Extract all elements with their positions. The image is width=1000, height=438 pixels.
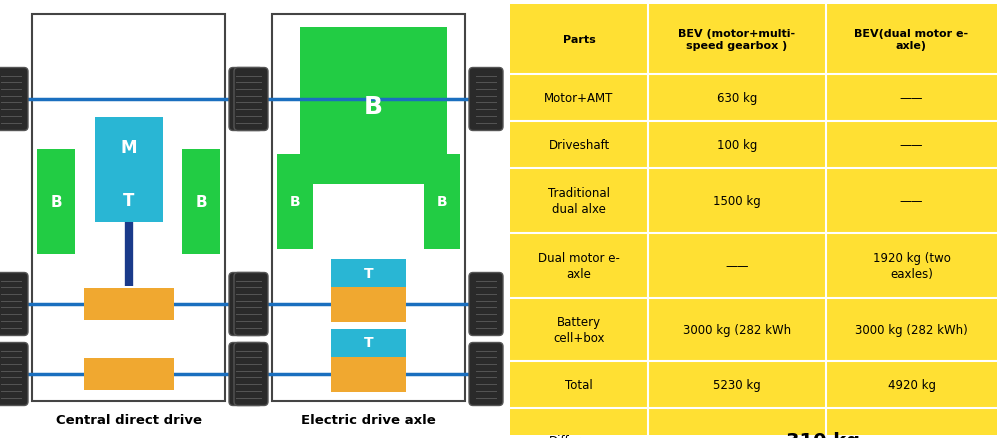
Text: ——: —— [725, 259, 749, 272]
Text: Driveshaft: Driveshaft [548, 139, 610, 152]
Text: 630 kg: 630 kg [717, 92, 757, 105]
Text: B: B [50, 194, 62, 209]
FancyBboxPatch shape [234, 68, 268, 131]
Text: Electric drive axle: Electric drive axle [301, 413, 436, 427]
Text: T: T [364, 266, 373, 280]
FancyBboxPatch shape [229, 273, 263, 336]
Bar [331, 285, 406, 315]
Text: 5230 kg: 5230 kg [713, 378, 761, 391]
Bar [331, 329, 406, 357]
FancyBboxPatch shape [0, 68, 28, 131]
Text: T: T [364, 336, 373, 350]
Text: 100 kg: 100 kg [717, 139, 757, 152]
FancyBboxPatch shape [229, 343, 263, 406]
Text: Difference: Difference [548, 434, 610, 438]
FancyBboxPatch shape [469, 273, 503, 336]
Bar [32, 15, 225, 401]
Bar [272, 15, 465, 401]
Text: 1920 kg (two
eaxles): 1920 kg (two eaxles) [873, 251, 950, 280]
Text: M: M [362, 293, 375, 307]
Bar [84, 358, 174, 390]
Text: 3000 kg (282 kWh: 3000 kg (282 kWh [683, 323, 791, 336]
Text: B: B [195, 194, 207, 209]
Text: Traditional
dual alxe: Traditional dual alxe [548, 187, 610, 215]
Text: B: B [290, 195, 300, 209]
Text: B: B [364, 94, 383, 118]
FancyBboxPatch shape [469, 343, 503, 406]
Bar [510, 5, 997, 435]
FancyBboxPatch shape [0, 273, 28, 336]
Bar [331, 287, 406, 322]
Text: 3000 kg (282 kWh): 3000 kg (282 kWh) [855, 323, 968, 336]
Text: 1500 kg: 1500 kg [713, 194, 761, 208]
Bar [300, 28, 447, 184]
Text: B: B [437, 195, 447, 209]
Text: M: M [362, 363, 375, 377]
Text: Central direct drive: Central direct drive [56, 413, 202, 427]
Bar [84, 288, 174, 320]
FancyBboxPatch shape [234, 343, 268, 406]
Text: Total: Total [565, 378, 593, 391]
Bar [424, 155, 460, 249]
FancyBboxPatch shape [234, 273, 268, 336]
Text: BEV(dual motor e-
axle): BEV(dual motor e- axle) [854, 29, 969, 51]
FancyBboxPatch shape [229, 68, 263, 131]
FancyBboxPatch shape [469, 68, 503, 131]
Bar [37, 150, 75, 254]
Text: Motor+AMT: Motor+AMT [544, 92, 614, 105]
Bar [331, 259, 406, 287]
Text: ——: —— [900, 139, 923, 152]
Text: ——: —— [900, 92, 923, 105]
Bar [182, 150, 220, 254]
Text: BEV (motor+multi-
speed gearbox ): BEV (motor+multi- speed gearbox ) [678, 29, 796, 51]
Bar [331, 355, 406, 385]
Bar [94, 177, 162, 223]
Text: Parts: Parts [563, 35, 595, 45]
Text: T: T [123, 191, 134, 209]
Text: Battery
cell+box: Battery cell+box [553, 315, 605, 344]
Bar [277, 155, 313, 249]
Text: M: M [120, 139, 137, 157]
Text: 4920 kg: 4920 kg [888, 378, 936, 391]
Bar [331, 357, 406, 392]
Text: ——: —— [900, 194, 923, 208]
Text: Dual motor e-
axle: Dual motor e- axle [538, 251, 620, 280]
Bar [94, 118, 162, 177]
FancyBboxPatch shape [0, 343, 28, 406]
Text: 310 kg: 310 kg [786, 431, 860, 438]
